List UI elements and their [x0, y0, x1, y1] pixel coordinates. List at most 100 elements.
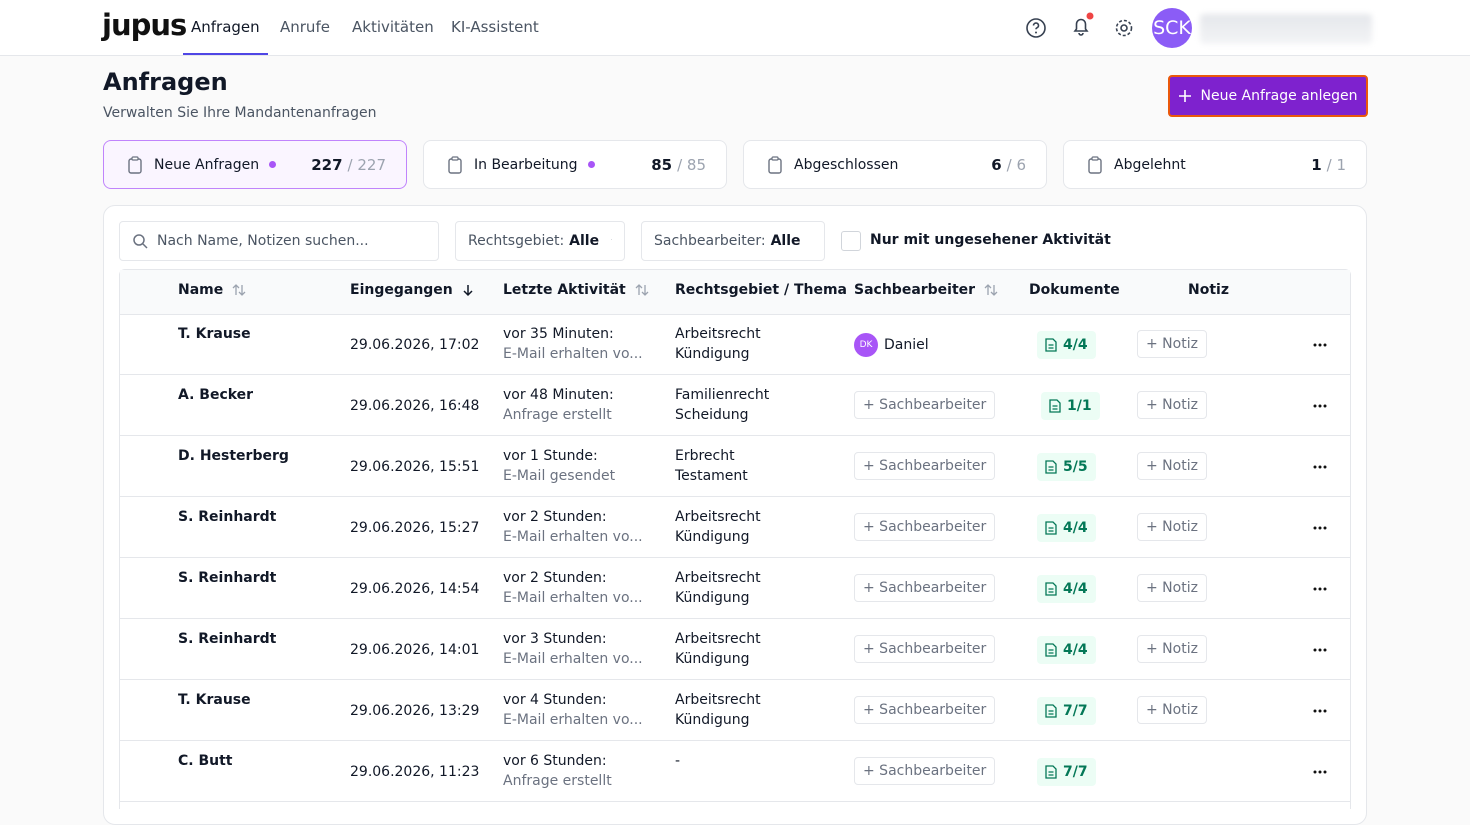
note-button[interactable]: + Notiz [1137, 391, 1207, 419]
doc-icon [1045, 521, 1057, 535]
column-header[interactable]: Dokumente [1029, 282, 1120, 298]
assign-button[interactable]: + Sachbearbeiter [854, 757, 995, 785]
note-button[interactable]: + Notiz [1137, 696, 1207, 724]
assign-button[interactable]: + Sachbearbeiter [854, 696, 995, 724]
sort-icon[interactable] [461, 283, 475, 297]
received-date: 29.06.2026, 14:54 [350, 579, 479, 599]
settings-icon[interactable] [1112, 16, 1136, 40]
documents-badge[interactable]: 4/4 [1037, 636, 1096, 664]
area-filter[interactable]: Rechtsgebiet:Alle [455, 221, 625, 261]
documents-badge[interactable]: 7/7 [1037, 697, 1096, 725]
logo[interactable]: jupus [102, 8, 186, 42]
client-name[interactable]: T. Krause [178, 690, 251, 710]
row-divider [120, 435, 1350, 436]
column-header[interactable]: Eingegangen [350, 282, 475, 298]
column-title: Sachbearbeiter [854, 282, 975, 298]
nav-tab[interactable]: Anrufe [280, 18, 330, 36]
active-tab-underline [183, 53, 268, 55]
documents-badge[interactable]: 1/1 [1041, 392, 1100, 420]
menu-icon[interactable] [1311, 704, 1329, 718]
assign-button[interactable]: + Sachbearbeiter [854, 635, 995, 663]
menu-icon[interactable] [1311, 338, 1329, 352]
notification-icon[interactable] [1068, 11, 1096, 39]
assignee-name[interactable]: Daniel [884, 335, 929, 355]
menu-icon[interactable] [1311, 460, 1329, 474]
client-name[interactable]: S. Reinhardt [178, 507, 276, 527]
client-name[interactable]: S. Reinhardt [178, 629, 276, 649]
checkbox[interactable] [841, 231, 861, 251]
note-button[interactable]: + Notiz [1137, 513, 1207, 541]
row-menu[interactable] [1311, 399, 1329, 417]
documents-badge[interactable]: 4/4 [1037, 331, 1096, 359]
blurred-user [1200, 14, 1372, 44]
menu-icon[interactable] [1311, 643, 1329, 657]
column-title: Notiz [1188, 282, 1229, 298]
client-name[interactable]: D. Hesterberg [178, 446, 289, 466]
activity-detail: E-Mail erhalten vo... [503, 649, 643, 669]
client-name[interactable]: C. Butt [178, 751, 233, 771]
column-header[interactable]: Name [178, 282, 247, 298]
note-button[interactable]: + Notiz [1137, 574, 1207, 602]
row-menu[interactable] [1311, 521, 1329, 539]
activity-time: vor 2 Stunden: [503, 507, 607, 527]
assign-button[interactable]: + Sachbearbeiter [854, 391, 995, 419]
row-menu[interactable] [1311, 704, 1329, 722]
new-request-button[interactable]: Neue Anfrage anlegen [1168, 75, 1368, 117]
column-header[interactable]: Rechtsgebiet / Thema [675, 282, 847, 298]
row-menu[interactable] [1311, 643, 1329, 661]
note-button[interactable]: + Notiz [1137, 330, 1207, 358]
stat-count: 85 [651, 156, 672, 174]
note-button[interactable]: + Notiz [1137, 635, 1207, 663]
received-date: 29.06.2026, 15:51 [350, 457, 479, 477]
sort-icon[interactable] [231, 282, 247, 298]
sort-icon[interactable] [634, 282, 650, 298]
column-header[interactable]: Letzte Aktivität [503, 282, 650, 298]
search-icon [132, 233, 148, 249]
client-name[interactable]: T. Krause [178, 324, 251, 344]
documents-badge[interactable]: 4/4 [1037, 514, 1096, 542]
client-name[interactable]: A. Becker [178, 385, 253, 405]
checkbox-label[interactable]: Nur mit ungesehener Aktivität [870, 232, 1111, 248]
activity-detail: Anfrage erstellt [503, 405, 612, 425]
column-header[interactable]: Notiz [1188, 282, 1229, 298]
avatar[interactable]: SCK [1152, 8, 1192, 48]
documents-badge[interactable]: 4/4 [1037, 575, 1096, 603]
legal-area: Arbeitsrecht [675, 629, 761, 649]
menu-icon[interactable] [1311, 521, 1329, 535]
documents-badge[interactable]: 7/7 [1037, 758, 1096, 786]
column-header[interactable]: Sachbearbeiter [854, 282, 999, 298]
documents-badge[interactable]: 5/5 [1037, 453, 1096, 481]
menu-icon[interactable] [1311, 765, 1329, 779]
row-menu[interactable] [1311, 582, 1329, 600]
legal-topic: Kündigung [675, 649, 750, 669]
note-button[interactable]: + Notiz [1137, 452, 1207, 480]
row-menu[interactable] [1311, 338, 1329, 356]
activity-detail: E-Mail erhalten vo... [503, 710, 643, 730]
nav-tab[interactable]: KI-Assistent [451, 18, 539, 36]
sort-icon[interactable] [983, 282, 999, 298]
legal-area: Familienrecht [675, 385, 769, 405]
received-date: 29.06.2026, 13:29 [350, 701, 479, 721]
assign-button[interactable]: + Sachbearbeiter [854, 513, 995, 541]
search-input[interactable]: Nach Name, Notizen suchen... [119, 221, 439, 261]
menu-icon[interactable] [1311, 399, 1329, 413]
card-icon [766, 156, 784, 174]
row-menu[interactable] [1311, 765, 1329, 783]
menu-icon[interactable] [1311, 582, 1329, 596]
assign-button[interactable]: + Sachbearbeiter [854, 452, 995, 480]
column-title: Dokumente [1029, 282, 1120, 298]
row-divider [120, 557, 1350, 558]
stat-label: Abgelehnt [1114, 157, 1186, 173]
nav-tab[interactable]: Aktivitäten [352, 18, 434, 36]
stat-count: 1 [1311, 156, 1321, 174]
nav-tab[interactable]: Anfragen [191, 18, 260, 36]
client-name[interactable]: S. Reinhardt [178, 568, 276, 588]
row-menu[interactable] [1311, 460, 1329, 478]
assign-button[interactable]: + Sachbearbeiter [854, 574, 995, 602]
help-icon[interactable] [1024, 16, 1048, 40]
assignee-filter[interactable]: Sachbearbeiter:Alle [641, 221, 825, 261]
